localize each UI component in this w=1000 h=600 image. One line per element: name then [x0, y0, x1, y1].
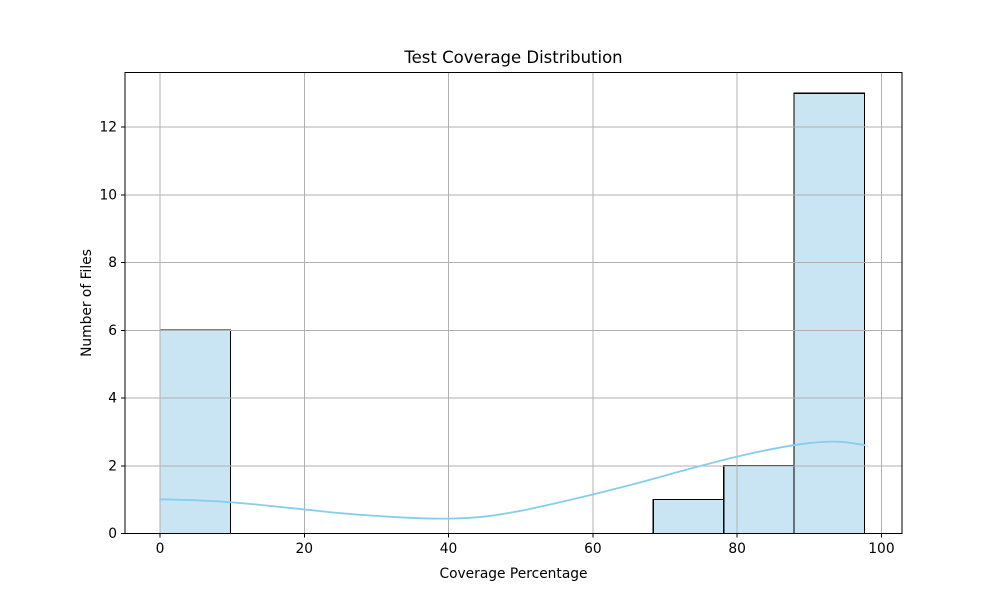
- x-tick-label: 0: [156, 541, 165, 557]
- y-tick-label: 2: [108, 458, 117, 474]
- plot-render-layer: 0 20 40 60 80 100 0 2 4 6 8 10 12: [99, 72, 903, 557]
- x-tick-label: 60: [584, 541, 602, 557]
- y-axis-label: Number of Files: [79, 249, 95, 357]
- y-tick-label: 8: [108, 255, 117, 271]
- histogram-bar: [793, 92, 866, 535]
- histogram-bar: [723, 465, 795, 535]
- chart-title: Test Coverage Distribution: [403, 48, 622, 67]
- y-tick-label: 10: [99, 187, 117, 203]
- y-tick-label: 4: [108, 391, 117, 407]
- y-tick-label: 0: [108, 526, 117, 542]
- plot-border: [124, 72, 903, 534]
- histogram-bar: [652, 499, 725, 535]
- y-tick-label: 6: [108, 323, 117, 339]
- x-tick-label: 100: [868, 541, 894, 557]
- kde-curve: [159, 440, 866, 520]
- y-tick-label: 12: [99, 120, 117, 136]
- x-tick-label: 80: [728, 541, 746, 557]
- x-tick-label: 20: [295, 541, 313, 557]
- x-axis-label: Coverage Percentage: [439, 566, 587, 582]
- x-tick-label: 40: [440, 541, 458, 557]
- histogram-bar: [159, 329, 232, 535]
